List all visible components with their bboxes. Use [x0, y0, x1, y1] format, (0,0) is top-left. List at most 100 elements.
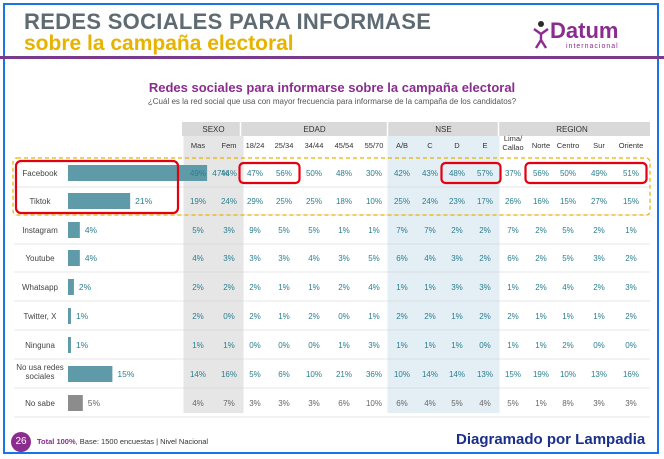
cell-highlight-box: [238, 161, 301, 185]
table-cell: 0%: [479, 341, 491, 350]
table-cell: 0%: [625, 341, 637, 350]
group-header-2: NSE: [435, 125, 451, 134]
table-cell: 49%: [591, 169, 607, 178]
table-cell: 4%: [562, 283, 574, 292]
table-cell: 2%: [562, 341, 574, 350]
table-cell: 2%: [535, 283, 547, 292]
table-cell: 1%: [192, 341, 204, 350]
page-number: 26: [11, 432, 31, 452]
table-cell: 2%: [451, 226, 463, 235]
table-cell: 3%: [338, 254, 350, 263]
table-cell: 47%: [247, 169, 263, 178]
bar-7: [68, 366, 113, 382]
table-cell: 5%: [308, 226, 320, 235]
table-cell: 3%: [249, 254, 261, 263]
table-cell: 3%: [278, 254, 290, 263]
footer-base: Base: 1500 encuestas: [79, 437, 155, 446]
table-cell: 10%: [394, 370, 410, 379]
table-cell: 1%: [424, 341, 436, 350]
category-highlight-box: [14, 159, 180, 215]
title-divider: [0, 56, 664, 59]
table-cell: 5%: [249, 370, 261, 379]
table-cell: 2%: [479, 312, 491, 321]
category-label: Whatsapp: [22, 283, 59, 292]
slide-subtitle: sobre la campaña electoral: [24, 32, 294, 55]
table-cell: 49%: [190, 169, 206, 178]
cell-highlight-box: [440, 161, 502, 185]
group-header-1: EDAD: [303, 125, 325, 134]
column-header: E: [482, 141, 487, 150]
table-cell: 1%: [338, 341, 350, 350]
bar-2: [68, 222, 80, 238]
table-cell: 4%: [368, 283, 380, 292]
table-cell: 1%: [625, 226, 637, 235]
column-header: Sur: [593, 141, 605, 150]
table-cell: 2%: [625, 254, 637, 263]
table-cell: 0%: [593, 341, 605, 350]
table-cell: 10%: [366, 197, 382, 206]
table-cell: 3%: [249, 399, 261, 408]
table-cell: 4%: [424, 254, 436, 263]
table-cell: 3%: [625, 283, 637, 292]
table-cell: 29%: [247, 197, 263, 206]
slide-title: REDES SOCIALES PARA INFORMASE: [24, 9, 432, 34]
table-cell: 3%: [479, 283, 491, 292]
table-cell: 17%: [477, 197, 493, 206]
table-cell: 1%: [535, 399, 547, 408]
table-cell: 25%: [394, 197, 410, 206]
bar-value-label: 21%: [135, 196, 152, 206]
chart-question: ¿Cuál es la red social que usa con mayor…: [147, 97, 517, 106]
column-header: 55/70: [365, 141, 384, 150]
table-cell: 7%: [223, 399, 235, 408]
table-cell: 3%: [368, 341, 380, 350]
datum-logo: Datum internacional: [530, 18, 645, 54]
table-cell: 4%: [308, 254, 320, 263]
table-cell: 15%: [623, 197, 639, 206]
logo-word: Datum: [550, 18, 619, 43]
table-cell: 1%: [368, 312, 380, 321]
table-cell: 36%: [366, 370, 382, 379]
table-cell: 4%: [424, 399, 436, 408]
table-cell: 37%: [505, 169, 521, 178]
table-cell: 14%: [190, 370, 206, 379]
table-cell: 13%: [591, 370, 607, 379]
table-cell: 10%: [366, 399, 382, 408]
table-cell: 2%: [249, 283, 261, 292]
table-cell: 2%: [535, 254, 547, 263]
group-header-3: REGION: [556, 125, 588, 134]
table-cell: 43%: [422, 169, 438, 178]
table-cell: 10%: [306, 370, 322, 379]
column-header: 45/54: [335, 141, 354, 150]
table-cell: 3%: [451, 254, 463, 263]
table-cell: 4%: [192, 254, 204, 263]
table-cell: 3%: [223, 226, 235, 235]
table-cell: 5%: [192, 226, 204, 235]
table-cell: 6%: [507, 254, 519, 263]
highlight-dashed-box: [12, 157, 651, 216]
category-label: Youtube: [25, 254, 55, 263]
table-cell: 50%: [560, 169, 576, 178]
table-cell: 2%: [308, 312, 320, 321]
table-cell: 5%: [562, 226, 574, 235]
table-cell: 2%: [192, 312, 204, 321]
slide-frame: [3, 3, 659, 454]
column-header: Oriente: [619, 141, 644, 150]
table-cell: 19%: [190, 197, 206, 206]
table-cell: 2%: [593, 283, 605, 292]
table-cell: 1%: [338, 226, 350, 235]
table-cell: 10%: [560, 370, 576, 379]
table-cell: 9%: [249, 226, 261, 235]
table-cell: 2%: [223, 283, 235, 292]
table-cell: 0%: [338, 312, 350, 321]
table-cell: 2%: [479, 226, 491, 235]
table-cell: 2%: [479, 254, 491, 263]
cell-highlight-box: [524, 161, 648, 185]
table-cell: 3%: [308, 399, 320, 408]
table-cell: 2%: [249, 312, 261, 321]
table-cell: 4%: [192, 399, 204, 408]
table-cell: 5%: [562, 254, 574, 263]
table-cell: 57%: [477, 169, 493, 178]
table-cell: 0%: [223, 312, 235, 321]
table-cell: 24%: [422, 197, 438, 206]
